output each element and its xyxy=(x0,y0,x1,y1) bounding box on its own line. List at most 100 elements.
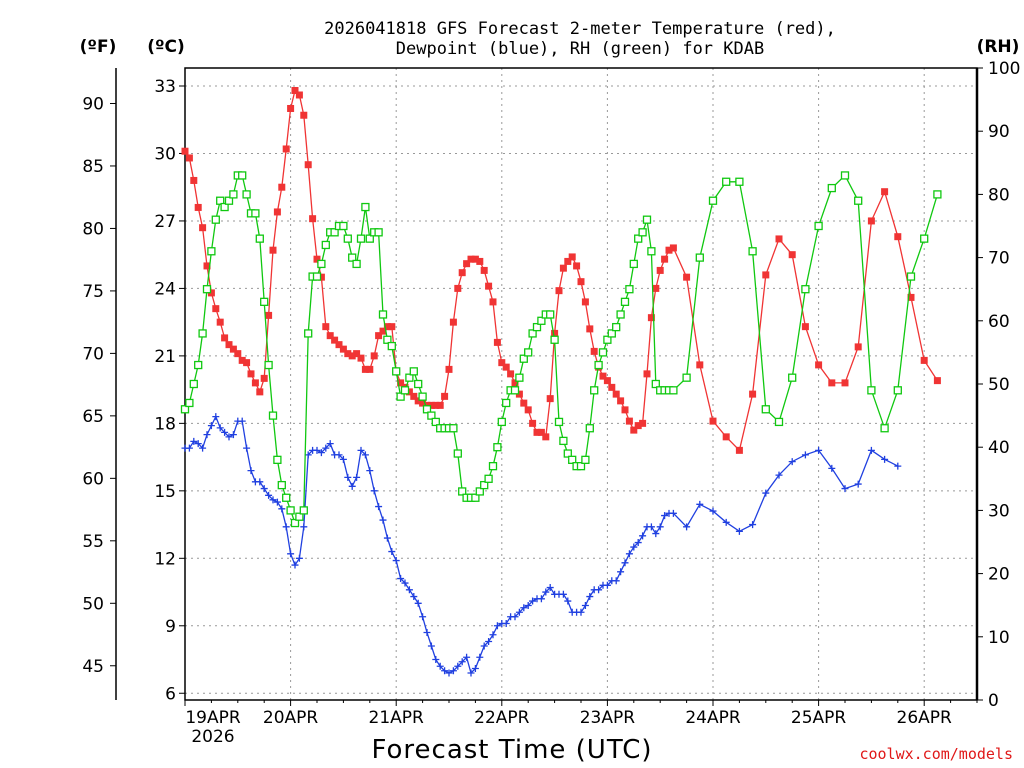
series-line-2 xyxy=(184,174,939,525)
dewpoint-point xyxy=(216,424,224,432)
temperature-point xyxy=(608,383,616,391)
dewpoint-point xyxy=(357,446,365,454)
temperature-point xyxy=(775,235,783,243)
rh-point xyxy=(330,228,339,237)
rh-point xyxy=(537,316,546,325)
dewpoint-point xyxy=(339,455,347,463)
rh-point xyxy=(268,411,278,420)
temperature-point xyxy=(326,332,334,340)
temperature-point xyxy=(573,262,581,270)
rh-point xyxy=(202,285,212,294)
rh-point xyxy=(594,360,603,370)
temperature-point xyxy=(388,323,396,331)
dewpoint-point xyxy=(612,577,620,585)
temperature-point xyxy=(397,379,405,387)
rh-point xyxy=(396,392,405,401)
temperature-point xyxy=(379,327,387,335)
dewpoint-point xyxy=(427,642,435,650)
dewpoint-point xyxy=(313,446,321,454)
temperature-point xyxy=(243,359,251,367)
time-tick-label: 23APR xyxy=(580,708,636,728)
dewpoint-point xyxy=(414,599,422,607)
celsius-tick-label: 21 xyxy=(154,347,176,367)
temperature-point xyxy=(313,255,321,263)
dewpoint-point xyxy=(815,446,823,454)
dewpoint-point xyxy=(423,629,431,637)
temperature-point xyxy=(300,111,308,119)
grid-lines xyxy=(185,68,977,700)
rh-point xyxy=(427,411,436,420)
dewpoint-point xyxy=(401,579,409,587)
rh-point xyxy=(620,297,630,306)
dewpoint-point xyxy=(304,451,312,459)
dewpoint-point xyxy=(375,503,383,511)
rh-point xyxy=(603,335,612,344)
dewpoint-point xyxy=(828,464,836,472)
temperature-point xyxy=(234,350,242,358)
temperature-point xyxy=(612,390,620,398)
rh-point xyxy=(348,253,357,262)
dewpoint-point xyxy=(529,597,537,605)
dewpoint-point xyxy=(278,505,286,513)
temperature-point xyxy=(881,188,889,196)
rh-tick-label: 80 xyxy=(988,185,1010,205)
dewpoint-point xyxy=(502,620,510,628)
celsius-unit-label: (ºC) xyxy=(147,37,185,57)
temperature-point xyxy=(476,257,484,265)
temperature-point xyxy=(331,336,339,344)
dewpoint-point xyxy=(221,428,229,436)
temperature-point xyxy=(229,345,237,353)
rh-point xyxy=(400,386,410,395)
temperature-point xyxy=(630,426,638,434)
temperature-point xyxy=(317,273,325,281)
temperature-point xyxy=(419,399,427,407)
rh-point xyxy=(546,310,555,319)
rh-point xyxy=(273,455,282,464)
fahrenheit-tick-label: 75 xyxy=(82,282,104,302)
dewpoint-point xyxy=(199,444,207,452)
rh-tick-label: 50 xyxy=(988,375,1010,395)
plot-frame xyxy=(184,67,978,701)
celsius-tick-label: 18 xyxy=(154,414,176,434)
dewpoint-point xyxy=(476,653,484,661)
temperature-point xyxy=(454,284,462,292)
temperature-point xyxy=(322,323,330,331)
temperature-point xyxy=(282,145,290,153)
rh-point xyxy=(774,417,784,427)
temperature-point xyxy=(603,377,611,385)
dewpoint-point xyxy=(749,521,757,529)
dewpoint-point xyxy=(287,550,295,558)
rh-tick-label: 30 xyxy=(988,501,1010,521)
temperature-point xyxy=(683,273,691,281)
rh-point xyxy=(194,360,203,370)
fahrenheit-tick-label: 85 xyxy=(82,157,104,177)
rh-point xyxy=(625,285,634,294)
temperature-point xyxy=(489,298,497,306)
rh-point xyxy=(224,196,234,205)
rh-point xyxy=(405,373,414,382)
dewpoint-point xyxy=(696,500,704,508)
temperature-point xyxy=(599,372,607,380)
dewpoint-point xyxy=(256,478,264,486)
temperature-point xyxy=(427,401,435,409)
rh-point xyxy=(933,190,942,199)
rh-point xyxy=(480,480,489,490)
temperature-point xyxy=(643,370,651,378)
time-tick-label: 25APR xyxy=(791,708,847,728)
rh-tick-label: 40 xyxy=(988,438,1010,458)
rh-point xyxy=(339,221,348,231)
rh-point xyxy=(651,379,660,389)
rh-point xyxy=(321,240,330,250)
rh-point xyxy=(251,209,260,218)
temperature-point xyxy=(269,246,277,254)
temperature-point xyxy=(507,370,515,378)
temperature-point xyxy=(762,271,770,279)
dewpoint-point xyxy=(397,575,405,583)
year-label: 2026 xyxy=(191,727,234,747)
dewpoint-point xyxy=(238,417,246,425)
temperature-point xyxy=(181,147,189,155)
temperature-point xyxy=(357,354,365,362)
dewpoint-point xyxy=(621,559,629,567)
dewpoint-point xyxy=(410,593,418,601)
